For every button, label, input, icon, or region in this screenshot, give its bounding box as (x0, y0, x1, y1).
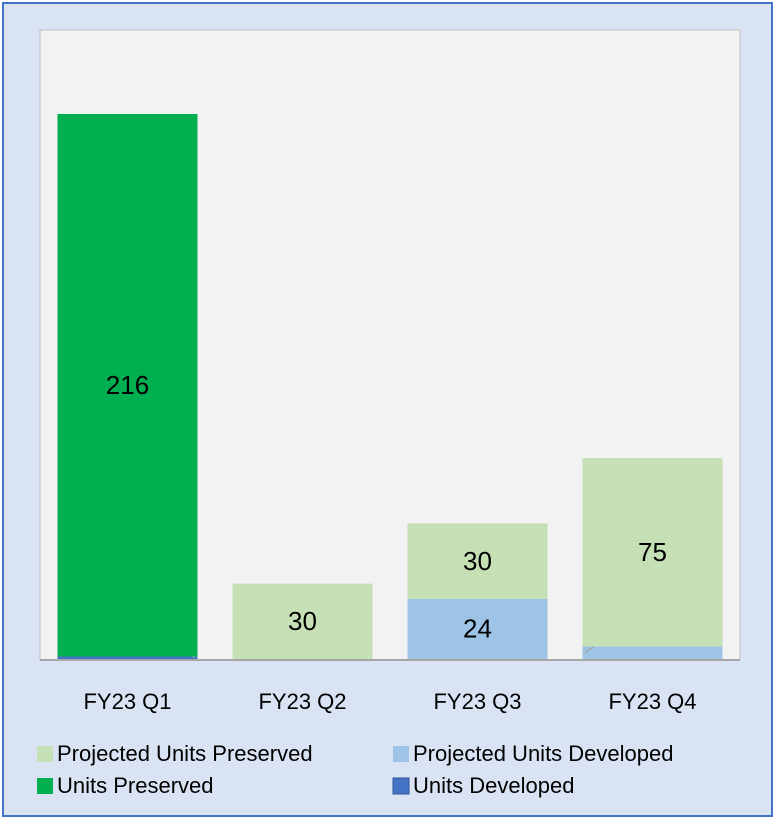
bar-segment (57, 114, 198, 657)
legend-label: Units Preserved (57, 773, 214, 798)
legend-label: Units Developed (413, 773, 574, 798)
legend-swatch (392, 777, 410, 795)
bar-segment (407, 523, 548, 599)
data-label: 30 (463, 546, 492, 576)
bar-segment (582, 646, 723, 659)
bar-segment (57, 656, 198, 659)
data-label: 75 (638, 537, 667, 567)
data-label: 30 (288, 606, 317, 636)
x-tick-label: FY23 Q3 (433, 689, 521, 714)
legend-swatch (393, 746, 409, 762)
data-label: 24 (463, 614, 492, 644)
x-tick-label: FY23 Q4 (608, 689, 696, 714)
legend-swatch (37, 746, 53, 762)
legend-swatch (37, 778, 53, 794)
data-label: 216 (106, 370, 149, 400)
x-tick-label: FY23 Q2 (258, 689, 346, 714)
bar-segment (407, 598, 548, 659)
legend-label: Projected Units Preserved (57, 741, 313, 766)
x-tick-label: FY23 Q1 (83, 689, 171, 714)
legend-label: Projected Units Developed (413, 741, 673, 766)
bar-segment (582, 458, 723, 647)
bar-segment (232, 583, 373, 659)
